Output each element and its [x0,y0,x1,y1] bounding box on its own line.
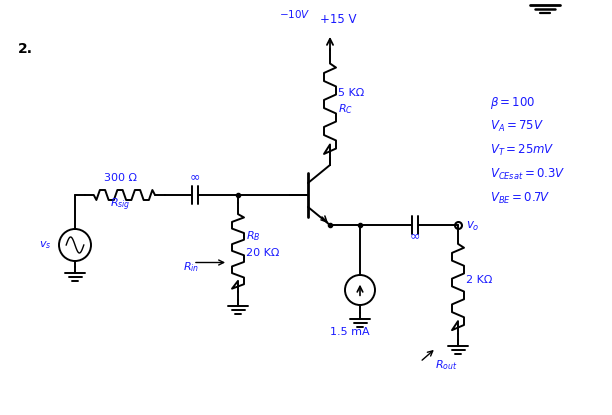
Text: $R_{out}$: $R_{out}$ [435,358,457,372]
Text: 300 Ω: 300 Ω [103,173,136,183]
Text: $V_A = 75V$: $V_A = 75V$ [490,119,544,134]
Text: 1.5 mA: 1.5 mA [330,327,370,337]
Text: ∞: ∞ [190,170,200,183]
Text: $R_{in}$: $R_{in}$ [183,261,200,274]
Text: $R_C$: $R_C$ [338,102,353,116]
Text: $V_{CEsat} = 0.3V$: $V_{CEsat} = 0.3V$ [490,167,565,182]
Text: $-10V$: $-10V$ [279,8,311,20]
Text: $R_B$: $R_B$ [246,229,261,243]
Text: 2.: 2. [18,42,33,56]
Text: 20 KΩ: 20 KΩ [246,247,279,257]
Text: ∞: ∞ [410,229,420,242]
Text: 2 KΩ: 2 KΩ [466,274,493,285]
Text: $\beta = 100$: $\beta = 100$ [490,95,536,111]
Text: $v_o$: $v_o$ [466,220,480,232]
Text: $V_{BE} = 0.7V$: $V_{BE} = 0.7V$ [490,191,550,206]
Text: $R_{sig}$: $R_{sig}$ [110,196,130,213]
Text: $v_s$: $v_s$ [39,239,51,251]
Text: $V_T = 25mV$: $V_T = 25mV$ [490,143,554,158]
Text: 5 KΩ: 5 KΩ [338,88,364,98]
Text: +15 V: +15 V [320,13,357,26]
